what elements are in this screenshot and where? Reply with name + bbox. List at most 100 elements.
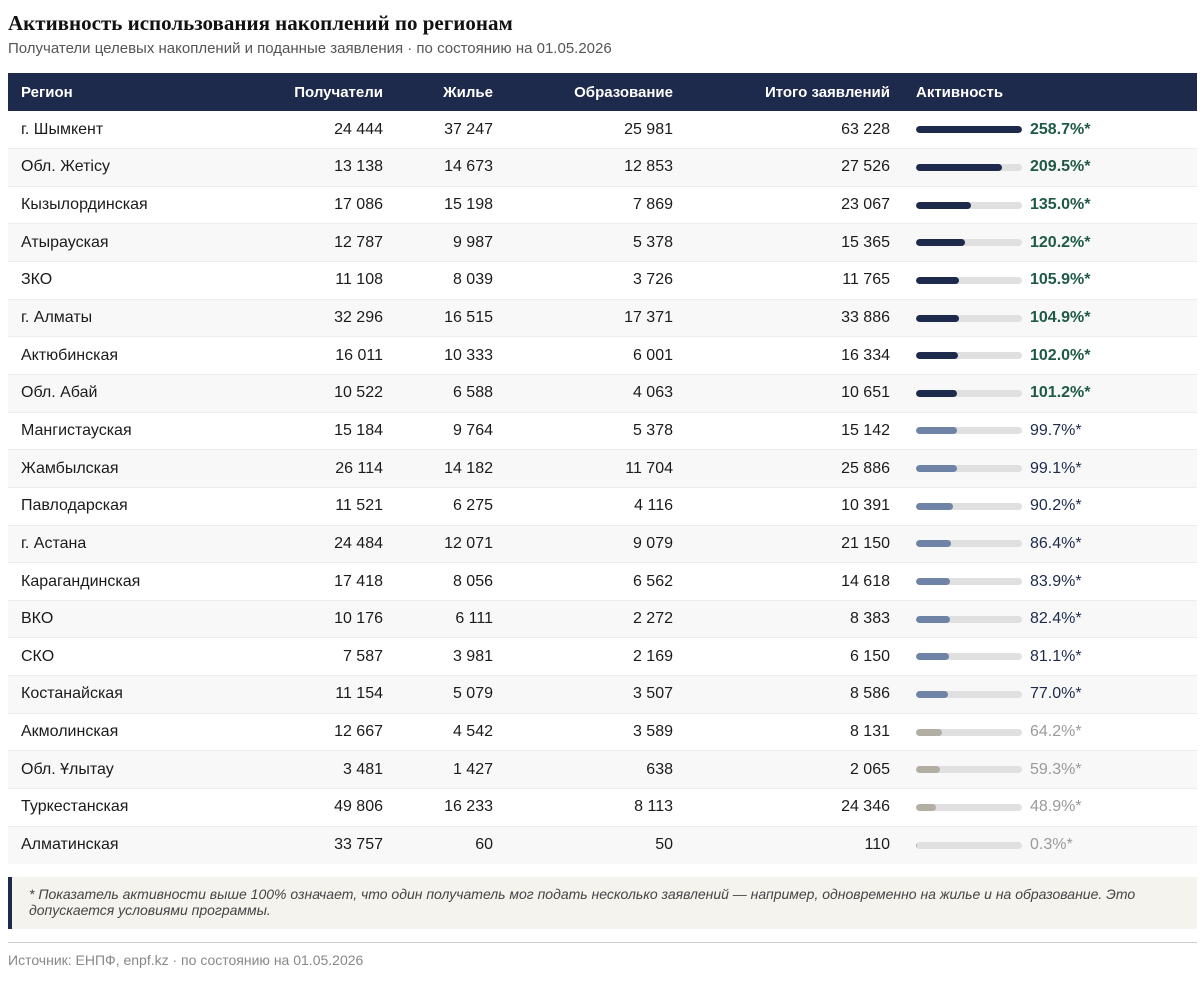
- cell-education: 50: [506, 826, 686, 864]
- header-education: Образование: [506, 73, 686, 111]
- activity-percent: 258.7%*: [1030, 120, 1091, 138]
- cell-total: 25 886: [686, 449, 903, 488]
- activity-bar-track: [916, 201, 1022, 209]
- table-row: Кызылординская 17 086 15 198 7 869 23 067 135…: [8, 186, 1197, 225]
- cell-region: ЗКО: [8, 261, 240, 300]
- cell-activity: 135.0%*: [903, 186, 1197, 225]
- activity-bar-track: [916, 427, 1022, 435]
- activity-percent: 101.2%*: [1030, 384, 1091, 402]
- cell-education: 5 378: [506, 412, 686, 451]
- cell-activity: 120.2%*: [903, 223, 1197, 263]
- header-housing: Жилье: [396, 73, 506, 111]
- cell-activity: 83.9%*: [903, 562, 1197, 601]
- activity-bar-track: [916, 615, 1022, 623]
- table-row: Обл. Ұлытау 3 481 1 427 638 2 065 59.3%*: [8, 750, 1197, 790]
- cell-education: 11 704: [506, 449, 686, 488]
- header-activity: Активность: [903, 73, 1197, 111]
- table-row: СКО 7 587 3 981 2 169 6 150 81.1%*: [8, 637, 1197, 677]
- activity-bar-track: [916, 540, 1022, 548]
- table-row: Павлодарская 11 521 6 275 4 116 10 391 90.2%*: [8, 487, 1197, 526]
- cell-activity: 0.3%*: [903, 826, 1197, 864]
- activity-bar-track: [916, 465, 1022, 473]
- cell-housing: 6 275: [396, 487, 506, 526]
- cell-education: 17 371: [506, 299, 686, 338]
- activity-bar-track: [916, 239, 1022, 247]
- cell-recipients: 10 176: [240, 600, 396, 639]
- page-subtitle: Получатели целевых накоплений и поданные…: [8, 40, 612, 57]
- cell-recipients: 32 296: [240, 299, 396, 338]
- activity-bar-fill: [916, 615, 950, 623]
- cell-activity: 86.4%*: [903, 525, 1197, 564]
- table-row: Костанайская 11 154 5 079 3 507 8 586 77.0%*: [8, 675, 1197, 714]
- cell-housing: 9 987: [396, 223, 506, 263]
- activity-bar-track: [916, 690, 1022, 698]
- activity-percent: 105.9%*: [1030, 271, 1091, 289]
- cell-region: Костанайская: [8, 675, 240, 714]
- cell-housing: 12 071: [396, 525, 506, 564]
- cell-activity: 105.9%*: [903, 261, 1197, 300]
- table-row: Атырауская 12 787 9 987 5 378 15 365 120.2%*: [8, 223, 1197, 263]
- table-row: Карагандинская 17 418 8 056 6 562 14 618 83.9…: [8, 562, 1197, 601]
- activity-percent: 86.4%*: [1030, 534, 1082, 552]
- activity-bar-fill: [916, 314, 959, 322]
- cell-recipients: 15 184: [240, 412, 396, 451]
- footnote: * Показатель активности выше 100% означа…: [8, 877, 1197, 929]
- cell-education: 638: [506, 750, 686, 790]
- cell-total: 27 526: [686, 148, 903, 187]
- activity-bar-fill: [916, 540, 952, 548]
- cell-activity: 99.7%*: [903, 412, 1197, 451]
- cell-total: 8 383: [686, 600, 903, 639]
- cell-region: Алматинская: [8, 826, 240, 864]
- cell-total: 2 065: [686, 750, 903, 790]
- activity-bar-fill: [916, 766, 941, 774]
- cell-region: Туркестанская: [8, 788, 240, 827]
- cell-recipients: 17 418: [240, 562, 396, 601]
- cell-recipients: 16 011: [240, 336, 396, 375]
- activity-bar-fill: [916, 803, 937, 811]
- cell-recipients: 26 114: [240, 449, 396, 488]
- cell-housing: 6 588: [396, 374, 506, 413]
- cell-recipients: 3 481: [240, 750, 396, 790]
- activity-bar-fill: [916, 126, 1022, 134]
- cell-housing: 16 233: [396, 788, 506, 827]
- activity-percent: 209.5%*: [1030, 158, 1091, 176]
- activity-percent: 99.7%*: [1030, 421, 1082, 439]
- cell-total: 16 334: [686, 336, 903, 375]
- cell-education: 3 726: [506, 261, 686, 300]
- cell-recipients: 11 521: [240, 487, 396, 526]
- cell-activity: 99.1%*: [903, 449, 1197, 488]
- cell-region: Жамбылская: [8, 449, 240, 488]
- cell-region: Акмолинская: [8, 713, 240, 752]
- activity-bar-track: [916, 314, 1022, 322]
- cell-education: 7 869: [506, 186, 686, 225]
- cell-recipients: 12 667: [240, 713, 396, 752]
- table-row: Акмолинская 12 667 4 542 3 589 8 131 64.2%*: [8, 713, 1197, 752]
- cell-housing: 10 333: [396, 336, 506, 375]
- cell-region: Обл. Ұлытау: [8, 750, 240, 790]
- activity-percent: 90.2%*: [1030, 497, 1082, 515]
- activity-percent: 135.0%*: [1030, 196, 1091, 214]
- cell-education: 9 079: [506, 525, 686, 564]
- cell-activity: 64.2%*: [903, 713, 1197, 752]
- activity-bar-track: [916, 126, 1022, 134]
- cell-housing: 15 198: [396, 186, 506, 225]
- cell-region: г. Шымкент: [8, 111, 240, 150]
- cell-total: 33 886: [686, 299, 903, 338]
- activity-bar-track: [916, 389, 1022, 397]
- cell-region: Обл. Абай: [8, 374, 240, 413]
- cell-activity: 48.9%*: [903, 788, 1197, 827]
- activity-percent: 48.9%*: [1030, 798, 1082, 816]
- cell-recipients: 24 444: [240, 111, 396, 150]
- cell-education: 4 116: [506, 487, 686, 526]
- table-header: Регион Получатели Жилье Образование Итог…: [8, 73, 1197, 111]
- cell-total: 8 131: [686, 713, 903, 752]
- header-recipients: Получатели: [240, 73, 396, 111]
- cell-education: 12 853: [506, 148, 686, 187]
- table-row: ВКО 10 176 6 111 2 272 8 383 82.4%*: [8, 600, 1197, 639]
- cell-region: Мангистауская: [8, 412, 240, 451]
- cell-education: 6 562: [506, 562, 686, 601]
- activity-percent: 64.2%*: [1030, 723, 1082, 741]
- header-region: Регион: [8, 73, 240, 111]
- activity-bar-fill: [916, 201, 972, 209]
